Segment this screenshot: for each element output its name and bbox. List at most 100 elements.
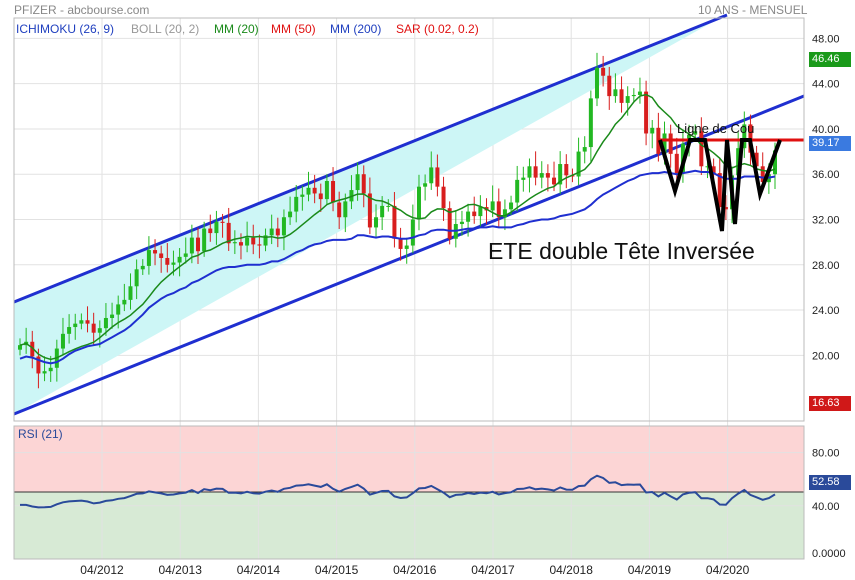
candle-body [539,173,544,178]
candle-body [214,221,219,234]
pattern-label: ETE double Tête Inversée [488,238,755,264]
candle-body [521,177,526,180]
candle-body [588,98,593,148]
time-tick-label: 04/2016 [393,563,437,577]
candle-body [754,152,759,167]
current-price-badge: 39.17 [809,136,851,151]
candle-body [404,245,409,249]
candle-body [202,228,207,252]
time-axis: 04/2012 04/2013 04/2014 04/2015 04/2016 04/20… [80,563,749,577]
candle-body [134,269,139,287]
candle-body [392,205,397,239]
candle-body [122,299,127,305]
candle-body [337,202,342,218]
candle-body [140,265,145,270]
candles [18,52,777,389]
candle-body [281,217,286,236]
candle-body [668,133,673,154]
channel-upper-line [13,13,728,304]
candle-body [189,237,194,254]
rsi-oversold-zone [14,492,804,559]
price-tick-label: 40.00 [812,124,840,136]
candle-body [601,67,606,76]
candle-body [705,166,710,168]
neckline-label: Ligne de Cou [677,121,754,136]
chart-period: 10 ANS - MENSUEL [698,3,808,17]
candle-body [196,237,201,252]
candle-body [711,166,716,174]
rsi-line [20,474,776,509]
time-tick-label: 04/2017 [471,563,515,577]
candle-body [459,221,464,225]
high-price-badge: 46.46 [809,52,851,67]
time-tick-label: 04/2019 [628,563,672,577]
price-tick-label: 48.00 [812,33,840,45]
candle-body [613,89,618,97]
candle-body [466,211,471,222]
candle-body [128,286,133,300]
candle-body [693,131,698,135]
candle-body [619,89,624,103]
price-tick-label: 36.00 [812,169,840,181]
candle-body [171,262,176,265]
rsi-tick-label: 80.00 [812,448,840,460]
candle-body [67,327,72,334]
candle-body [85,320,90,324]
time-tick-label: 04/2015 [315,563,359,577]
candle-body [165,257,170,265]
candle-body [343,201,348,218]
ma200-line [19,169,776,365]
candle-body [515,179,520,203]
rsi-frame [13,425,805,560]
candle-body [478,207,483,217]
price-tick-label: 28.00 [812,260,840,272]
candle-body [159,253,164,258]
candle-body [631,94,636,97]
candle-body [773,150,777,175]
candle-body [736,148,741,176]
candle-body [331,181,336,203]
candle-body [110,314,115,318]
candle-body [717,173,722,208]
candle-body [312,187,317,194]
rsi-title: RSI (21) [18,427,63,441]
candle-body [116,304,121,315]
candle-body [674,153,679,174]
candle-body [398,238,403,249]
price-axis: 48.00 44.00 40.00 36.00 32.00 28.00 24.00 20.00 [812,33,840,362]
candle-body [502,209,507,218]
candle-body [177,256,182,263]
time-tick-label: 04/2013 [159,563,203,577]
candle-body [435,167,440,187]
candle-body [48,367,53,372]
candle-body [30,341,35,357]
time-tick-label: 04/2014 [237,563,281,577]
legend-ma20[interactable]: MM (20) [214,22,259,36]
legend-bollinger[interactable]: BOLL (20, 2) [131,22,200,36]
candle-body [576,151,581,177]
candle-body [533,166,538,178]
candle-body [760,166,765,183]
candle-body [355,174,360,191]
head-shoulders-pattern [658,138,782,232]
candle-body [324,181,329,200]
candle-body [208,228,213,234]
candle-body [380,205,385,218]
legend-sar[interactable]: SAR (0.02, 0.2) [396,22,479,36]
candle-body [300,194,305,197]
candle-body [245,237,250,246]
candle-body [153,250,158,254]
candle-body [723,207,728,210]
candle-body [318,193,323,200]
legend-ma200[interactable]: MM (200) [330,22,382,36]
candle-body [742,124,747,149]
candle-body [79,320,84,324]
rsi-tick-label: 0.0000 [812,548,846,560]
rsi-tick-label: 40.00 [812,501,840,513]
legend-ichimoku[interactable]: ICHIMOKU (26, 9) [16,22,115,36]
candle-body [416,186,421,220]
candle-body [42,371,47,374]
price-tick-label: 32.00 [812,215,840,227]
legend-ma50[interactable]: MM (50) [271,22,316,36]
candle-body [472,211,477,217]
